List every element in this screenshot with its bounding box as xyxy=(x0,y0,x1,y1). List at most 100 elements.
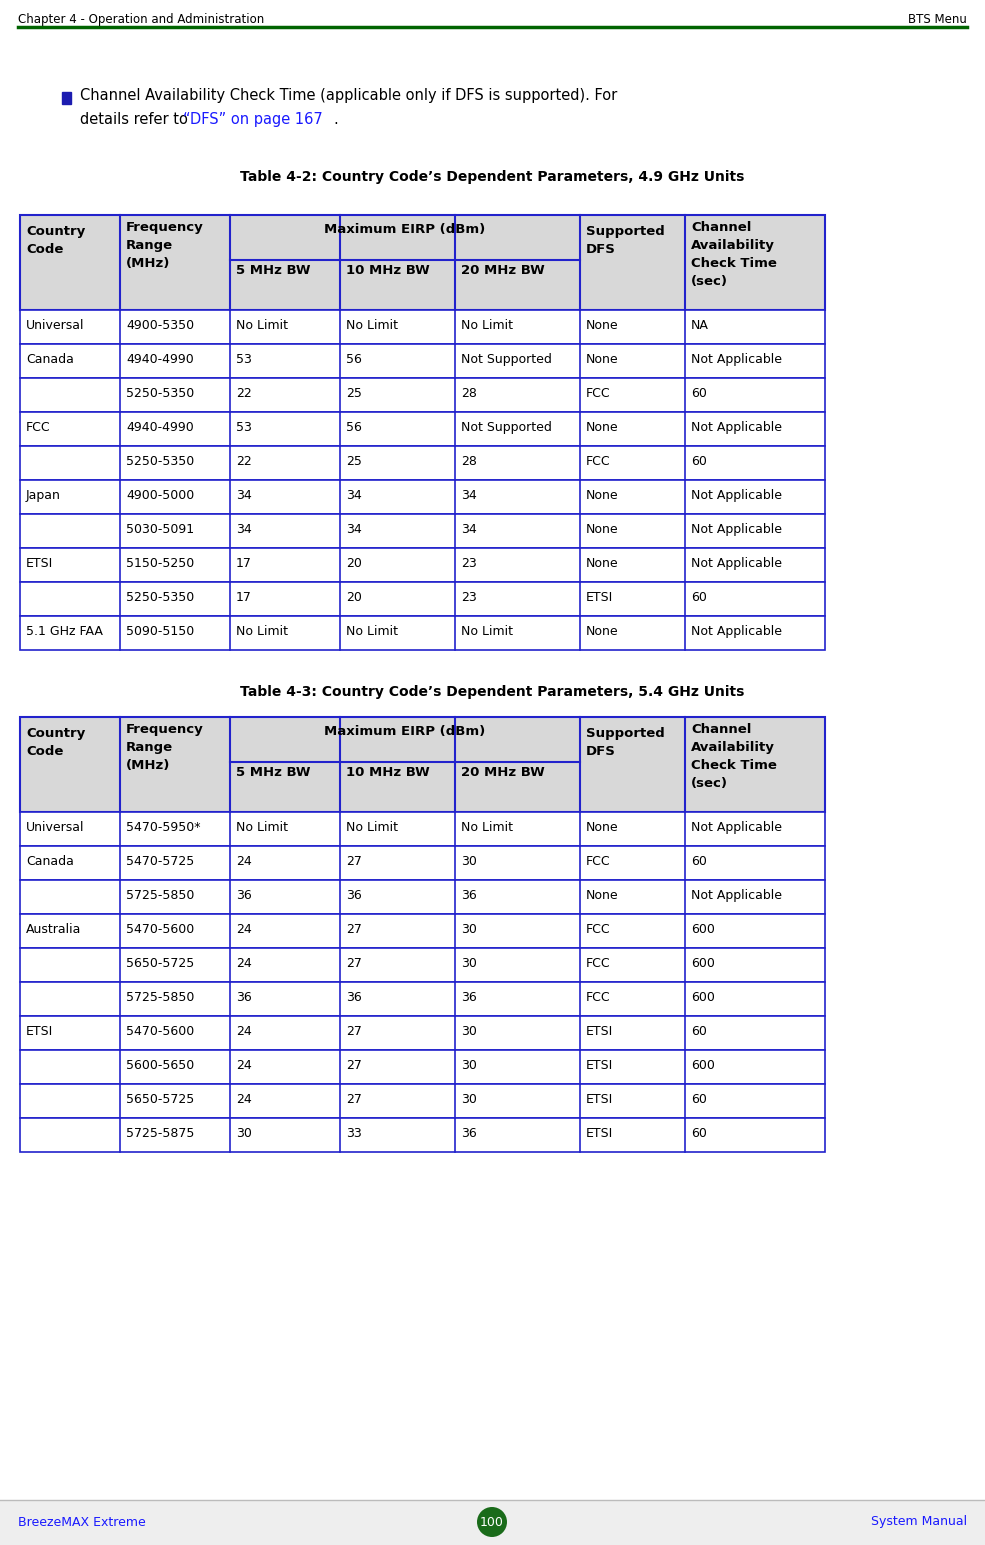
Text: Table 4-2: Country Code’s Dependent Parameters, 4.9 GHz Units: Table 4-2: Country Code’s Dependent Para… xyxy=(239,170,745,184)
Text: 5090-5150: 5090-5150 xyxy=(126,626,194,638)
Text: 5.1 GHz FAA: 5.1 GHz FAA xyxy=(26,626,102,638)
Text: 27: 27 xyxy=(346,1092,361,1106)
Text: None: None xyxy=(586,888,619,902)
Text: 5470-5950*: 5470-5950* xyxy=(126,820,201,834)
Text: Channel Availability Check Time (applicable only if DFS is supported). For: Channel Availability Check Time (applica… xyxy=(80,88,618,104)
Text: ETSI: ETSI xyxy=(26,1024,53,1038)
Text: 22: 22 xyxy=(236,386,252,400)
Bar xyxy=(20,582,825,616)
Text: 5725-5875: 5725-5875 xyxy=(126,1126,194,1140)
Text: 17: 17 xyxy=(236,592,252,604)
Text: 60: 60 xyxy=(691,454,707,468)
Text: 60: 60 xyxy=(691,1024,707,1038)
Text: 27: 27 xyxy=(346,1024,361,1038)
Text: 25: 25 xyxy=(346,454,361,468)
Text: 5030-5091: 5030-5091 xyxy=(126,524,194,536)
Text: 20 MHz BW: 20 MHz BW xyxy=(461,264,545,277)
Text: No Limit: No Limit xyxy=(236,820,288,834)
Text: 10 MHz BW: 10 MHz BW xyxy=(346,264,429,277)
Text: None: None xyxy=(586,626,619,638)
Text: 30: 30 xyxy=(461,1058,477,1072)
Text: 23: 23 xyxy=(461,558,477,570)
Text: 53: 53 xyxy=(236,352,252,366)
Text: Australia: Australia xyxy=(26,922,82,936)
Text: 5725-5850: 5725-5850 xyxy=(126,888,194,902)
Text: 36: 36 xyxy=(236,990,252,1004)
Text: 30: 30 xyxy=(461,854,477,868)
Text: System Manual: System Manual xyxy=(871,1516,967,1528)
Text: 600: 600 xyxy=(691,990,715,1004)
Text: 4940-4990: 4940-4990 xyxy=(126,352,194,366)
Text: 27: 27 xyxy=(346,1058,361,1072)
Text: 28: 28 xyxy=(461,386,477,400)
Text: None: None xyxy=(586,524,619,536)
Text: 60: 60 xyxy=(691,1126,707,1140)
Text: 4940-4990: 4940-4990 xyxy=(126,420,194,434)
Text: FCC: FCC xyxy=(586,386,611,400)
Text: Not Applicable: Not Applicable xyxy=(691,626,782,638)
Text: 30: 30 xyxy=(461,1024,477,1038)
Bar xyxy=(20,881,825,915)
Text: 53: 53 xyxy=(236,420,252,434)
Text: Frequency
Range
(MHz): Frequency Range (MHz) xyxy=(126,221,204,270)
Bar xyxy=(20,1119,825,1153)
Text: 27: 27 xyxy=(346,956,361,970)
Text: 60: 60 xyxy=(691,592,707,604)
Text: Universal: Universal xyxy=(26,318,85,332)
Bar xyxy=(20,514,825,548)
Text: None: None xyxy=(586,352,619,366)
Text: Maximum EIRP (dBm): Maximum EIRP (dBm) xyxy=(324,222,486,236)
Text: FCC: FCC xyxy=(586,854,611,868)
Text: No Limit: No Limit xyxy=(461,820,513,834)
Text: 24: 24 xyxy=(236,956,252,970)
Text: 5470-5600: 5470-5600 xyxy=(126,1024,194,1038)
Text: No Limit: No Limit xyxy=(461,318,513,332)
Bar xyxy=(20,447,825,480)
Text: 34: 34 xyxy=(346,524,361,536)
Text: Universal: Universal xyxy=(26,820,85,834)
Text: None: None xyxy=(586,820,619,834)
Text: Not Applicable: Not Applicable xyxy=(691,490,782,502)
Text: Maximum EIRP (dBm): Maximum EIRP (dBm) xyxy=(324,725,486,739)
Text: 24: 24 xyxy=(236,1058,252,1072)
Text: 34: 34 xyxy=(236,490,252,502)
Text: No Limit: No Limit xyxy=(236,318,288,332)
Text: Country
Code: Country Code xyxy=(26,728,86,759)
Bar xyxy=(20,345,825,379)
Text: 5 MHz BW: 5 MHz BW xyxy=(236,766,310,779)
Text: No Limit: No Limit xyxy=(346,820,398,834)
Bar xyxy=(20,717,825,813)
Text: 600: 600 xyxy=(691,922,715,936)
Bar xyxy=(20,311,825,345)
Text: BreezeMAX Extreme: BreezeMAX Extreme xyxy=(18,1516,146,1528)
Text: None: None xyxy=(586,318,619,332)
Text: Japan: Japan xyxy=(26,490,61,502)
Bar xyxy=(20,1017,825,1051)
Text: 60: 60 xyxy=(691,386,707,400)
Bar xyxy=(20,548,825,582)
Text: Channel
Availability
Check Time
(sec): Channel Availability Check Time (sec) xyxy=(691,221,777,287)
Bar xyxy=(20,915,825,949)
Text: 34: 34 xyxy=(461,524,477,536)
Text: 36: 36 xyxy=(236,888,252,902)
Text: Frequency
Range
(MHz): Frequency Range (MHz) xyxy=(126,723,204,772)
Text: 20 MHz BW: 20 MHz BW xyxy=(461,766,545,779)
Text: 4900-5350: 4900-5350 xyxy=(126,318,194,332)
Text: 4900-5000: 4900-5000 xyxy=(126,490,194,502)
Bar xyxy=(20,813,825,847)
Bar xyxy=(20,949,825,983)
Text: No Limit: No Limit xyxy=(461,626,513,638)
Text: 36: 36 xyxy=(346,990,361,1004)
Bar xyxy=(20,983,825,1017)
Text: Not Applicable: Not Applicable xyxy=(691,420,782,434)
Text: 34: 34 xyxy=(236,524,252,536)
Text: 36: 36 xyxy=(461,990,477,1004)
Text: 34: 34 xyxy=(461,490,477,502)
Text: No Limit: No Limit xyxy=(346,626,398,638)
Text: ETSI: ETSI xyxy=(586,592,614,604)
Text: 27: 27 xyxy=(346,854,361,868)
Text: 56: 56 xyxy=(346,352,361,366)
Text: None: None xyxy=(586,558,619,570)
Text: ETSI: ETSI xyxy=(26,558,53,570)
Text: 100: 100 xyxy=(480,1516,504,1528)
